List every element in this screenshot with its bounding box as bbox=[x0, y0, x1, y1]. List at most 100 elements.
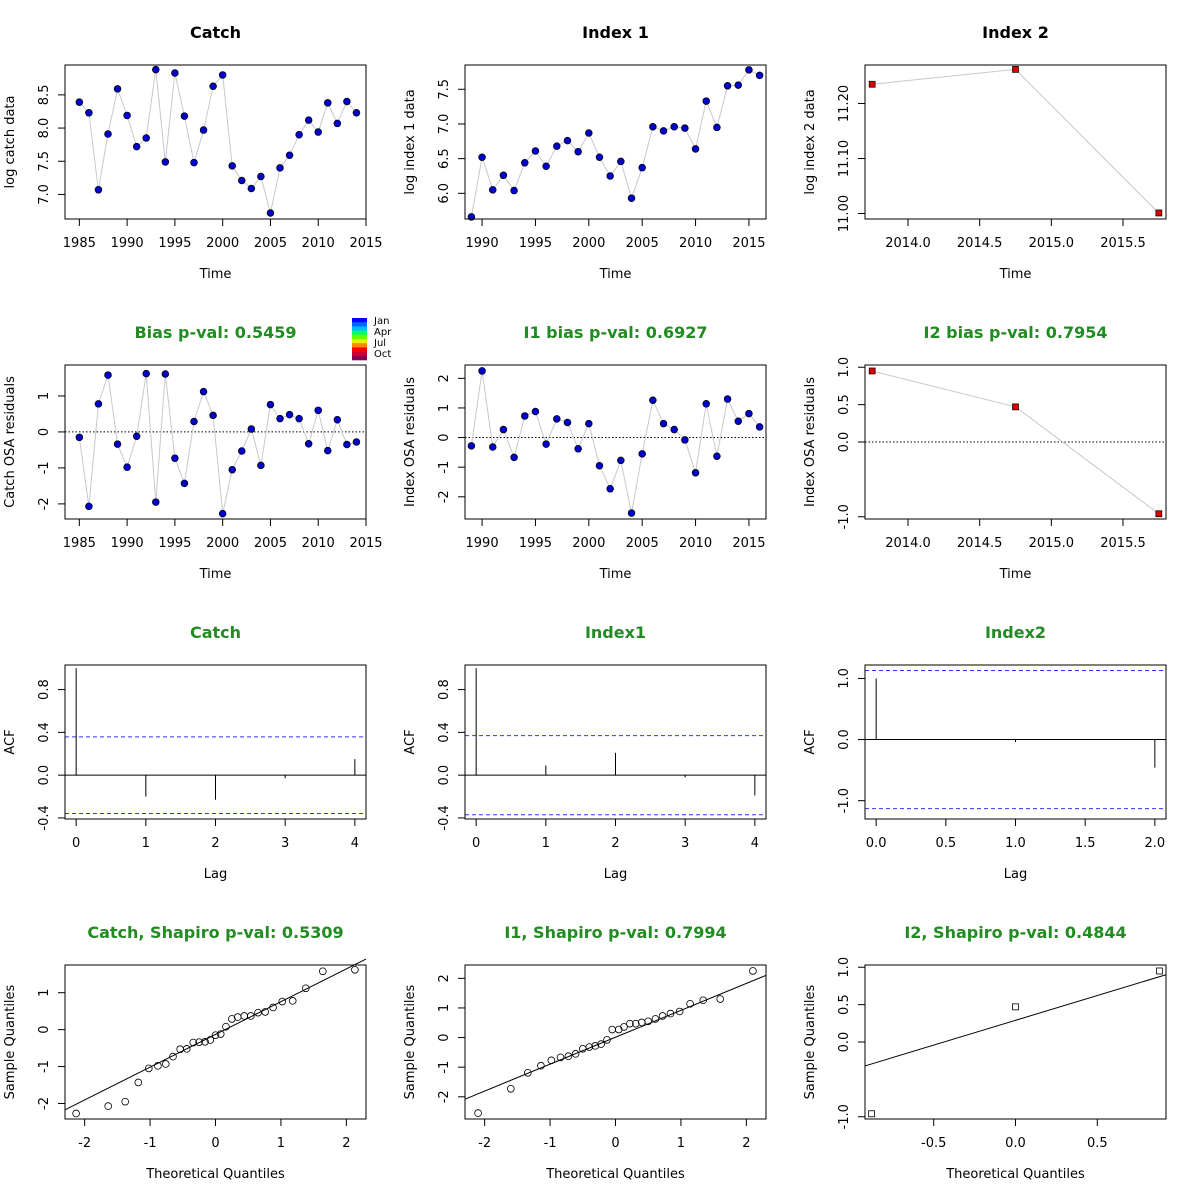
legend-entry: Jul bbox=[373, 338, 386, 349]
y-tick-label: 0.5 bbox=[837, 994, 852, 1015]
qq-point bbox=[169, 1052, 177, 1061]
panel-title: Index2 bbox=[985, 623, 1046, 642]
data-point bbox=[734, 417, 742, 426]
data-point bbox=[585, 129, 593, 137]
data-point bbox=[510, 186, 518, 195]
data-point bbox=[324, 99, 332, 107]
series-line bbox=[470, 370, 760, 514]
y-tick-label: 0.4 bbox=[37, 722, 52, 743]
y-axis-label: Catch OSA residuals bbox=[3, 376, 18, 508]
data-point bbox=[531, 407, 540, 416]
qq-point bbox=[240, 1012, 249, 1020]
y-tick-label: 8.0 bbox=[37, 118, 52, 139]
data-point bbox=[489, 443, 497, 451]
data-point bbox=[161, 370, 170, 378]
data-point bbox=[123, 111, 131, 120]
x-tick-label: 2.0 bbox=[1145, 836, 1166, 851]
data-point bbox=[247, 184, 256, 193]
qq-reference-line bbox=[64, 958, 367, 1111]
panel-title: Index1 bbox=[585, 623, 646, 642]
y-tick-label: 7.0 bbox=[37, 184, 52, 205]
data-point bbox=[1155, 209, 1163, 217]
legend-color-band bbox=[352, 322, 367, 327]
qq-point bbox=[524, 1069, 532, 1077]
data-point bbox=[638, 450, 646, 458]
data-point bbox=[238, 176, 246, 185]
x-tick-label: 2 bbox=[742, 1136, 750, 1151]
panel-catch_obs: Catch 1985 1990 1995 2000 2005 2010 2015 7.0 7.5 8… bbox=[3, 23, 383, 282]
plot-frame bbox=[464, 364, 767, 520]
qq-point bbox=[597, 1040, 605, 1048]
x-tick-label: 1 bbox=[542, 836, 550, 851]
x-tick-label: 0 bbox=[211, 1136, 219, 1151]
x-tick-label: 2015.0 bbox=[1029, 536, 1075, 551]
qq-point bbox=[269, 1003, 277, 1012]
x-tick-label: 4 bbox=[351, 836, 359, 851]
panel-title: Index 2 bbox=[982, 23, 1049, 42]
data-point bbox=[304, 440, 313, 448]
qq-point bbox=[319, 967, 327, 976]
data-point bbox=[649, 122, 657, 131]
x-axis-label: Time bbox=[999, 567, 1032, 582]
y-axis-label: ACF bbox=[3, 729, 18, 754]
plot-frame bbox=[64, 964, 367, 1120]
data-point bbox=[218, 71, 227, 79]
panel-catch_resid: Bias p-val: 0.5459 1985 1990 1995 2000 2005 20… bbox=[3, 316, 392, 582]
qq-point bbox=[631, 1019, 640, 1028]
y-tick-label: -1 bbox=[37, 461, 52, 474]
qq-point bbox=[658, 1012, 667, 1020]
y-axis-label: log index 2 data bbox=[803, 89, 818, 194]
x-tick-label: 3 bbox=[281, 836, 289, 851]
data-point bbox=[691, 469, 700, 477]
y-tick-label: 1.0 bbox=[837, 957, 852, 978]
qq-point bbox=[620, 1023, 628, 1031]
y-tick-label: -2 bbox=[437, 1090, 452, 1103]
qq-point bbox=[154, 1062, 162, 1070]
data-point bbox=[681, 436, 689, 444]
qq-point bbox=[571, 1050, 580, 1058]
data-point bbox=[681, 124, 689, 132]
y-tick-label: 1 bbox=[37, 989, 52, 997]
data-point bbox=[285, 410, 294, 419]
y-tick-label: -2 bbox=[37, 1097, 52, 1110]
qq-point bbox=[247, 1012, 255, 1020]
data-point bbox=[190, 417, 198, 426]
data-point bbox=[314, 406, 322, 415]
x-tick-label: 2010 bbox=[679, 536, 712, 551]
y-tick-label: 0 bbox=[437, 433, 452, 441]
y-tick-label: 1.0 bbox=[837, 357, 852, 378]
data-point bbox=[171, 454, 179, 462]
x-tick-label: 1985 bbox=[63, 236, 96, 251]
qq-point bbox=[507, 1084, 515, 1093]
legend-color-band bbox=[352, 339, 367, 344]
data-point bbox=[266, 400, 275, 409]
x-tick-label: 2014.5 bbox=[957, 236, 1003, 251]
legend-color-band bbox=[352, 318, 367, 323]
data-point bbox=[1155, 510, 1163, 518]
data-point bbox=[659, 127, 668, 135]
x-tick-label: 2005 bbox=[626, 236, 659, 251]
x-tick-label: 1.5 bbox=[1075, 836, 1096, 851]
legend-color-band bbox=[352, 347, 367, 352]
legend-color-band bbox=[352, 351, 367, 357]
x-tick-label: 2015.5 bbox=[1100, 536, 1146, 551]
y-tick-label: 7.5 bbox=[37, 151, 52, 172]
x-tick-label: 2010 bbox=[302, 536, 335, 551]
qq-point bbox=[144, 1064, 153, 1073]
x-tick-label: 2010 bbox=[302, 236, 335, 251]
y-tick-label: 0 bbox=[437, 1033, 452, 1041]
data-point bbox=[553, 415, 561, 423]
data-point bbox=[304, 116, 313, 124]
y-axis-label: Index OSA residuals bbox=[803, 377, 818, 507]
x-tick-label: -2 bbox=[478, 1136, 491, 1151]
qq-point bbox=[603, 1036, 611, 1044]
data-point bbox=[295, 130, 303, 139]
panel-title: I2 bias p-val: 0.7954 bbox=[924, 323, 1108, 342]
qq-point bbox=[651, 1015, 660, 1023]
qq-point bbox=[134, 1078, 143, 1087]
x-tick-label: -2 bbox=[78, 1136, 91, 1151]
data-point bbox=[691, 145, 700, 153]
data-point bbox=[94, 186, 103, 194]
y-tick-label: 0.0 bbox=[837, 1032, 852, 1053]
y-tick-label: 0.5 bbox=[837, 394, 852, 415]
